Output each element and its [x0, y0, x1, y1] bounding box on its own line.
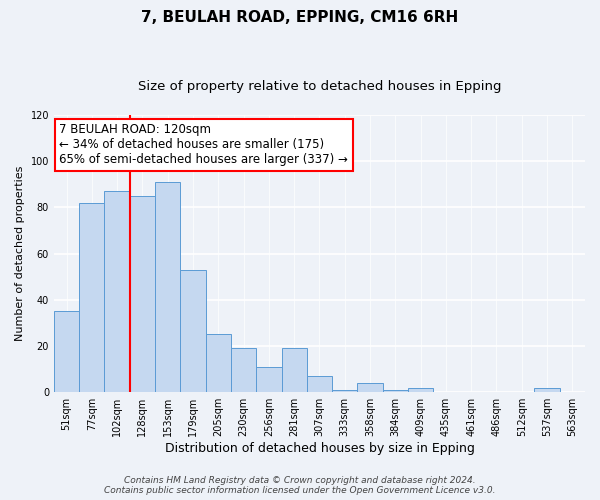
Bar	[256, 367, 281, 392]
Bar	[130, 196, 155, 392]
Bar	[155, 182, 181, 392]
Text: 7 BEULAH ROAD: 120sqm
← 34% of detached houses are smaller (175)
65% of semi-det: 7 BEULAH ROAD: 120sqm ← 34% of detached …	[59, 124, 348, 166]
Bar	[383, 390, 408, 392]
Bar	[408, 388, 433, 392]
Bar	[181, 270, 206, 392]
Bar	[231, 348, 256, 392]
Text: Contains HM Land Registry data © Crown copyright and database right 2024.
Contai: Contains HM Land Registry data © Crown c…	[104, 476, 496, 495]
Text: 7, BEULAH ROAD, EPPING, CM16 6RH: 7, BEULAH ROAD, EPPING, CM16 6RH	[142, 10, 458, 25]
Bar	[358, 383, 383, 392]
Bar	[104, 191, 130, 392]
Bar	[332, 390, 358, 392]
Bar	[281, 348, 307, 392]
Title: Size of property relative to detached houses in Epping: Size of property relative to detached ho…	[138, 80, 501, 93]
Bar	[54, 312, 79, 392]
Bar	[307, 376, 332, 392]
X-axis label: Distribution of detached houses by size in Epping: Distribution of detached houses by size …	[164, 442, 475, 455]
Bar	[206, 334, 231, 392]
Bar	[535, 388, 560, 392]
Y-axis label: Number of detached properties: Number of detached properties	[15, 166, 25, 342]
Bar	[79, 203, 104, 392]
